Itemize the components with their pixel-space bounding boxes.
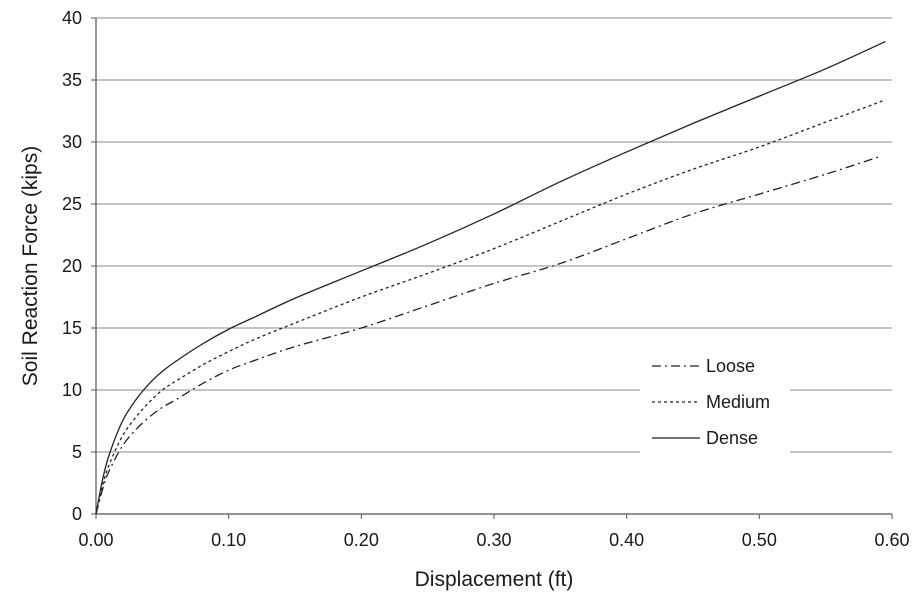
y-tick-label: 40 [62,8,82,28]
legend-label-medium: Medium [706,392,770,412]
y-tick-label: 20 [62,256,82,276]
y-tick-label: 5 [72,442,82,462]
y-tick-label: 35 [62,70,82,90]
x-tick-label: 0.10 [211,530,246,550]
y-tick-label: 10 [62,380,82,400]
legend-label-dense: Dense [706,428,758,448]
x-tick-label: 0.50 [742,530,777,550]
legend-label-loose: Loose [706,356,755,376]
x-tick-label: 0.60 [874,530,909,550]
y-tick-label: 0 [72,504,82,524]
x-axis-title: Displacement (ft) [415,568,574,591]
y-tick-label: 30 [62,132,82,152]
x-tick-label: 0.40 [609,530,644,550]
y-tick-label: 15 [62,318,82,338]
x-tick-label: 0.00 [78,530,113,550]
x-tick-label: 0.20 [344,530,379,550]
legend: Loose Medium Dense [640,348,790,460]
y-axis-title: Soil Reaction Force (kips) [19,146,42,386]
x-tick-label: 0.30 [476,530,511,550]
y-tick-label: 25 [62,194,82,214]
